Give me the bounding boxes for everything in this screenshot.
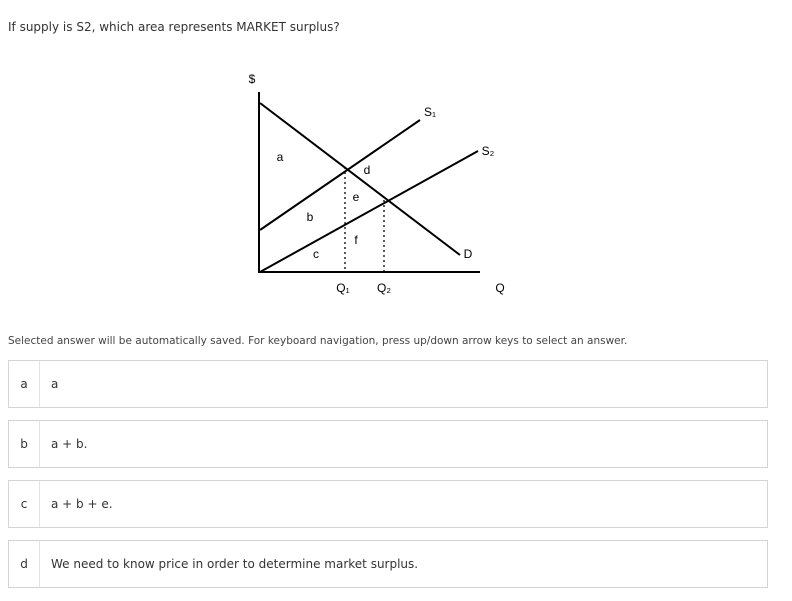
area-label: e [353, 190, 360, 204]
area-label: c [313, 247, 319, 261]
s1-label: S₁ [424, 105, 436, 119]
option-letter: c [9, 481, 40, 527]
option-letter: a [9, 361, 40, 407]
option-text: a + b. [51, 437, 88, 451]
area-label: f [354, 233, 358, 247]
question: If supply is S2, which area represents M… [8, 20, 340, 34]
diagram: $ Q S₁ S₂ D Q₁ Q₂ a b c d e f [249, 72, 505, 295]
area-label: a [277, 150, 284, 164]
answer-option[interactable]: d We need to know price in order to deter… [8, 540, 768, 588]
d-label: D [464, 247, 473, 261]
q1-label: Q₁ [336, 281, 349, 295]
option-text: a + b + e. [51, 497, 113, 511]
option-letter: b [9, 421, 40, 467]
answer-option[interactable]: c a + b + e. [8, 480, 768, 528]
option-text: We need to know price in order to determ… [51, 557, 419, 571]
supply1-line [259, 119, 421, 231]
instruction: Selected answer will be automatically sa… [8, 335, 628, 347]
s2-label: S₂ [482, 144, 495, 158]
quantity-label: Q [495, 281, 504, 295]
demand-line [259, 102, 461, 256]
answer-option[interactable]: b a + b. [8, 420, 768, 468]
option-letter: d [9, 541, 40, 587]
supply2-line [259, 150, 479, 273]
area-label: b [307, 210, 314, 224]
q2-label: Q₂ [377, 281, 391, 295]
price-label: $ [249, 72, 256, 86]
area-label: d [364, 163, 371, 177]
option-text: a [51, 377, 59, 391]
